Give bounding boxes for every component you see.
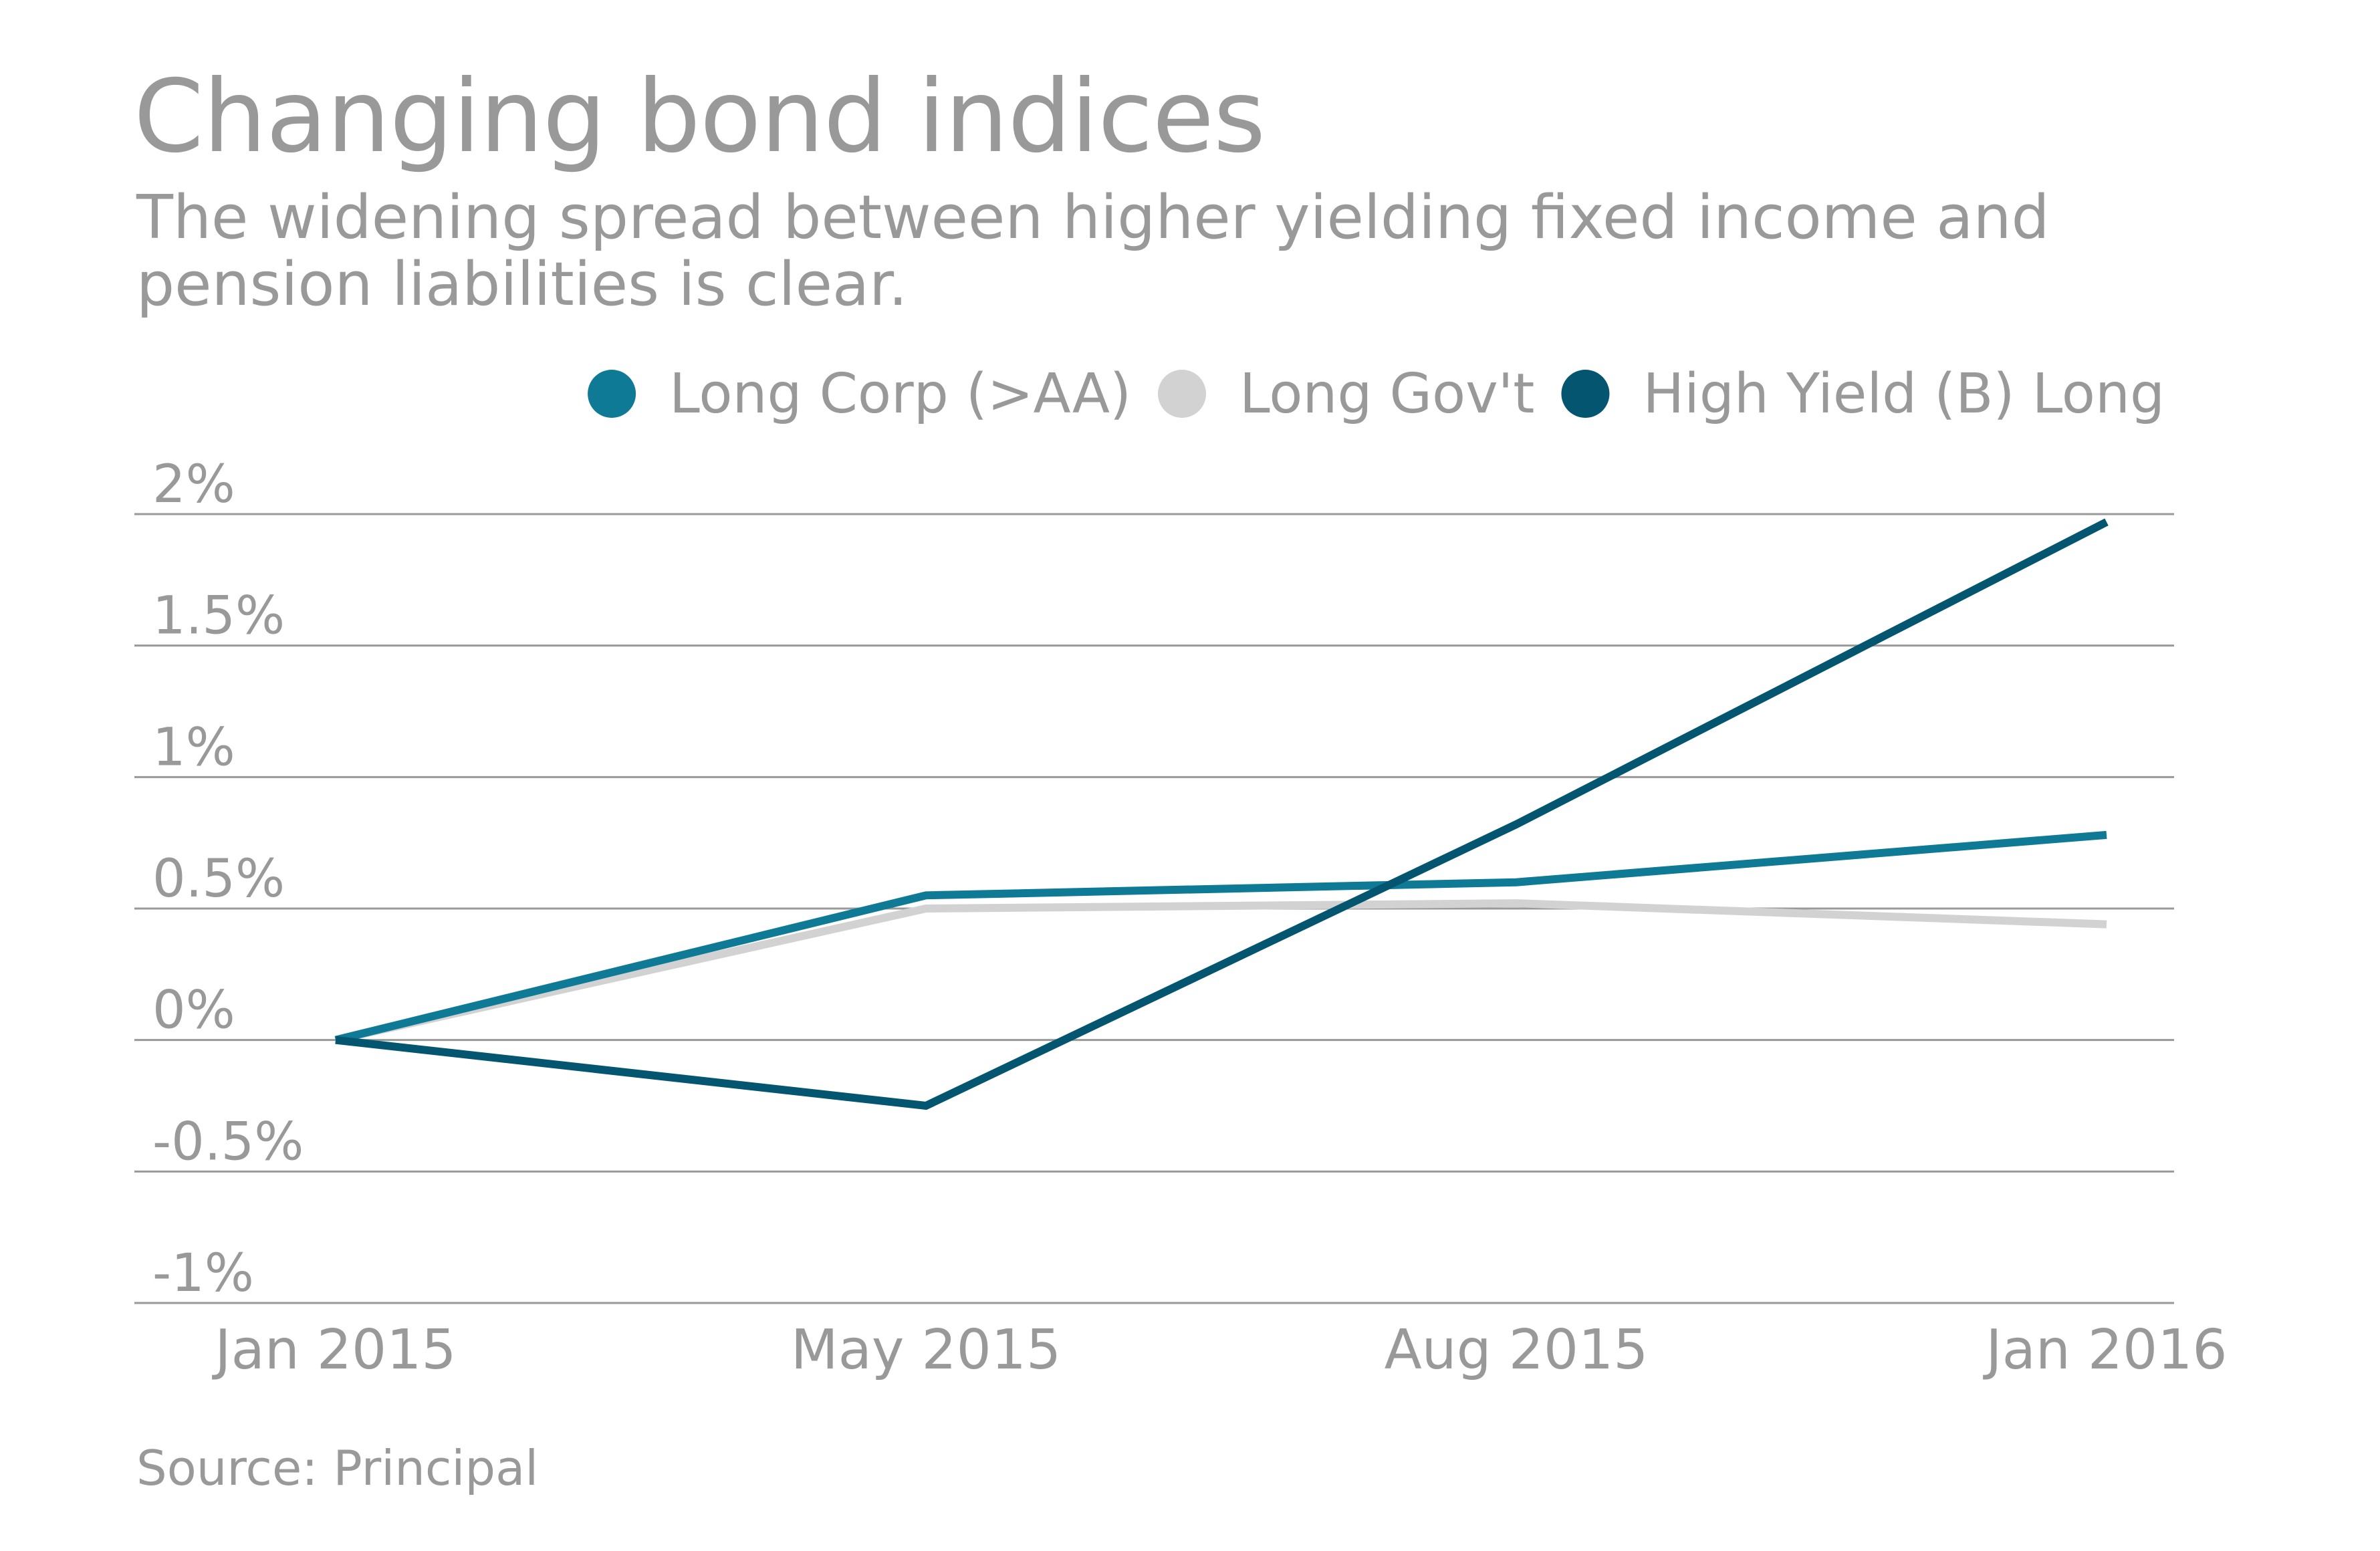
subtitle-line-2: pension liabilities is clear. — [136, 249, 908, 320]
legend-label: Long Corp (>AA) — [669, 362, 1131, 426]
x-tick-label: May 2015 — [791, 1318, 1061, 1382]
x-tick-label: Jan 2015 — [211, 1318, 456, 1382]
x-axis-tick-labels: Jan 2015 May 2015 Aug 2015 Jan 2016 — [211, 1318, 2227, 1382]
subtitle-line-1: The widening spread between higher yield… — [136, 183, 2050, 253]
chart-subtitle: The widening spread between higher yield… — [136, 185, 2276, 318]
source-note: Source: Principal — [136, 1440, 539, 1496]
y-axis-tick-labels: 2% 1.5% 1% 0.5% 0% -0.5% -1% — [152, 455, 304, 1304]
y-tick-label: 0.5% — [152, 849, 285, 909]
series-lines — [334, 518, 2109, 1110]
legend-label: Long Gov't — [1239, 362, 1534, 426]
y-tick-label: 1% — [152, 717, 235, 778]
series-line — [335, 518, 2109, 1110]
y-tick-label: -0.5% — [152, 1112, 304, 1172]
legend-swatch — [1561, 370, 1610, 418]
y-tick-label: -1% — [152, 1243, 254, 1304]
legend-label: High Yield (B) Long — [1643, 362, 2165, 426]
series-line — [334, 899, 2107, 1044]
y-tick-label: 2% — [152, 455, 235, 515]
x-tick-label: Jan 2016 — [1982, 1318, 2227, 1382]
legend-swatch — [588, 370, 636, 418]
series-line — [334, 830, 2107, 1044]
x-tick-label: Aug 2015 — [1385, 1318, 1649, 1382]
chart-legend: Long Corp (>AA) Long Gov't High Yield (B) … — [588, 362, 2165, 426]
y-tick-label: 0% — [152, 981, 235, 1041]
y-tick-label: 1.5% — [152, 586, 285, 646]
chart-title: Changing bond indices — [134, 59, 1266, 175]
legend-swatch — [1158, 370, 1206, 418]
